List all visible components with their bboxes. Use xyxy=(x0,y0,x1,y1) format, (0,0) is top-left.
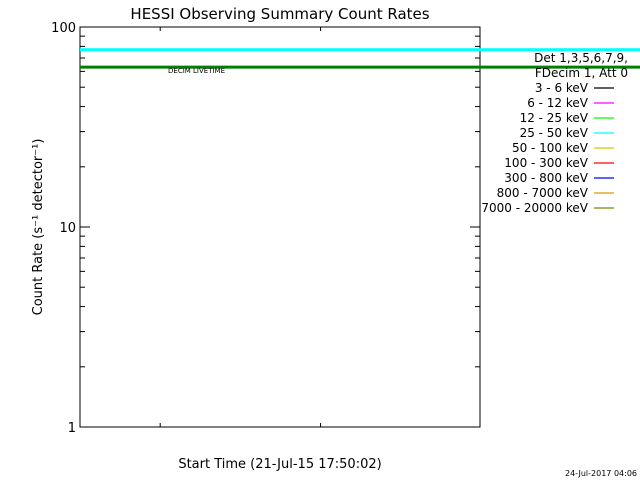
date-stamp: 24-Jul-2017 04:06 xyxy=(565,469,637,478)
chart-title: HESSI Observing Summary Count Rates xyxy=(130,5,429,23)
livetime-annotation: DECIM LIVETIME xyxy=(168,67,225,75)
legend-header-line-1: Det 1,3,5,6,7,9, xyxy=(534,51,628,65)
flag-bar-green xyxy=(80,65,640,69)
x-axis: 18:0018:1518:3018:4519:0019:1519:30 xyxy=(159,27,322,427)
legend-label-12-25-kev: 12 - 25 keV xyxy=(520,111,589,125)
y-tick-label: 100 xyxy=(51,21,76,36)
legend: Det 1,3,5,6,7,9, FDecim 1, Att 0 3 - 6 k… xyxy=(481,51,628,215)
legend-label-100-300-kev: 100 - 300 keV xyxy=(504,156,588,170)
legend-label-300-800-kev: 300 - 800 keV xyxy=(504,171,588,185)
legend-label-7000-20000-kev: 7000 - 20000 keV xyxy=(481,201,588,215)
legend-label-25-50-kev: 25 - 50 keV xyxy=(520,126,589,140)
legend-label-3-6-kev: 3 - 6 keV xyxy=(535,81,589,95)
y-axis: 1 10 100 xyxy=(51,21,480,436)
y-tick-label: 10 xyxy=(59,221,76,236)
y-axis-label: Count Rate (s⁻¹ detector⁻¹) xyxy=(31,139,46,316)
flag-bars: NSFRDO xyxy=(80,48,640,69)
flag-bar-n xyxy=(80,48,640,52)
legend-label-800-7000-kev: 800 - 7000 keV xyxy=(497,186,589,200)
x-axis-label: Start Time (21-Jul-15 17:50:02) xyxy=(178,457,381,472)
y-tick-label: 1 xyxy=(68,421,76,436)
legend-header-line-2: FDecim 1, Att 0 xyxy=(535,66,628,80)
legend-label-50-100-kev: 50 - 100 keV xyxy=(512,141,589,155)
legend-label-6-12-kev: 6 - 12 keV xyxy=(527,96,589,110)
